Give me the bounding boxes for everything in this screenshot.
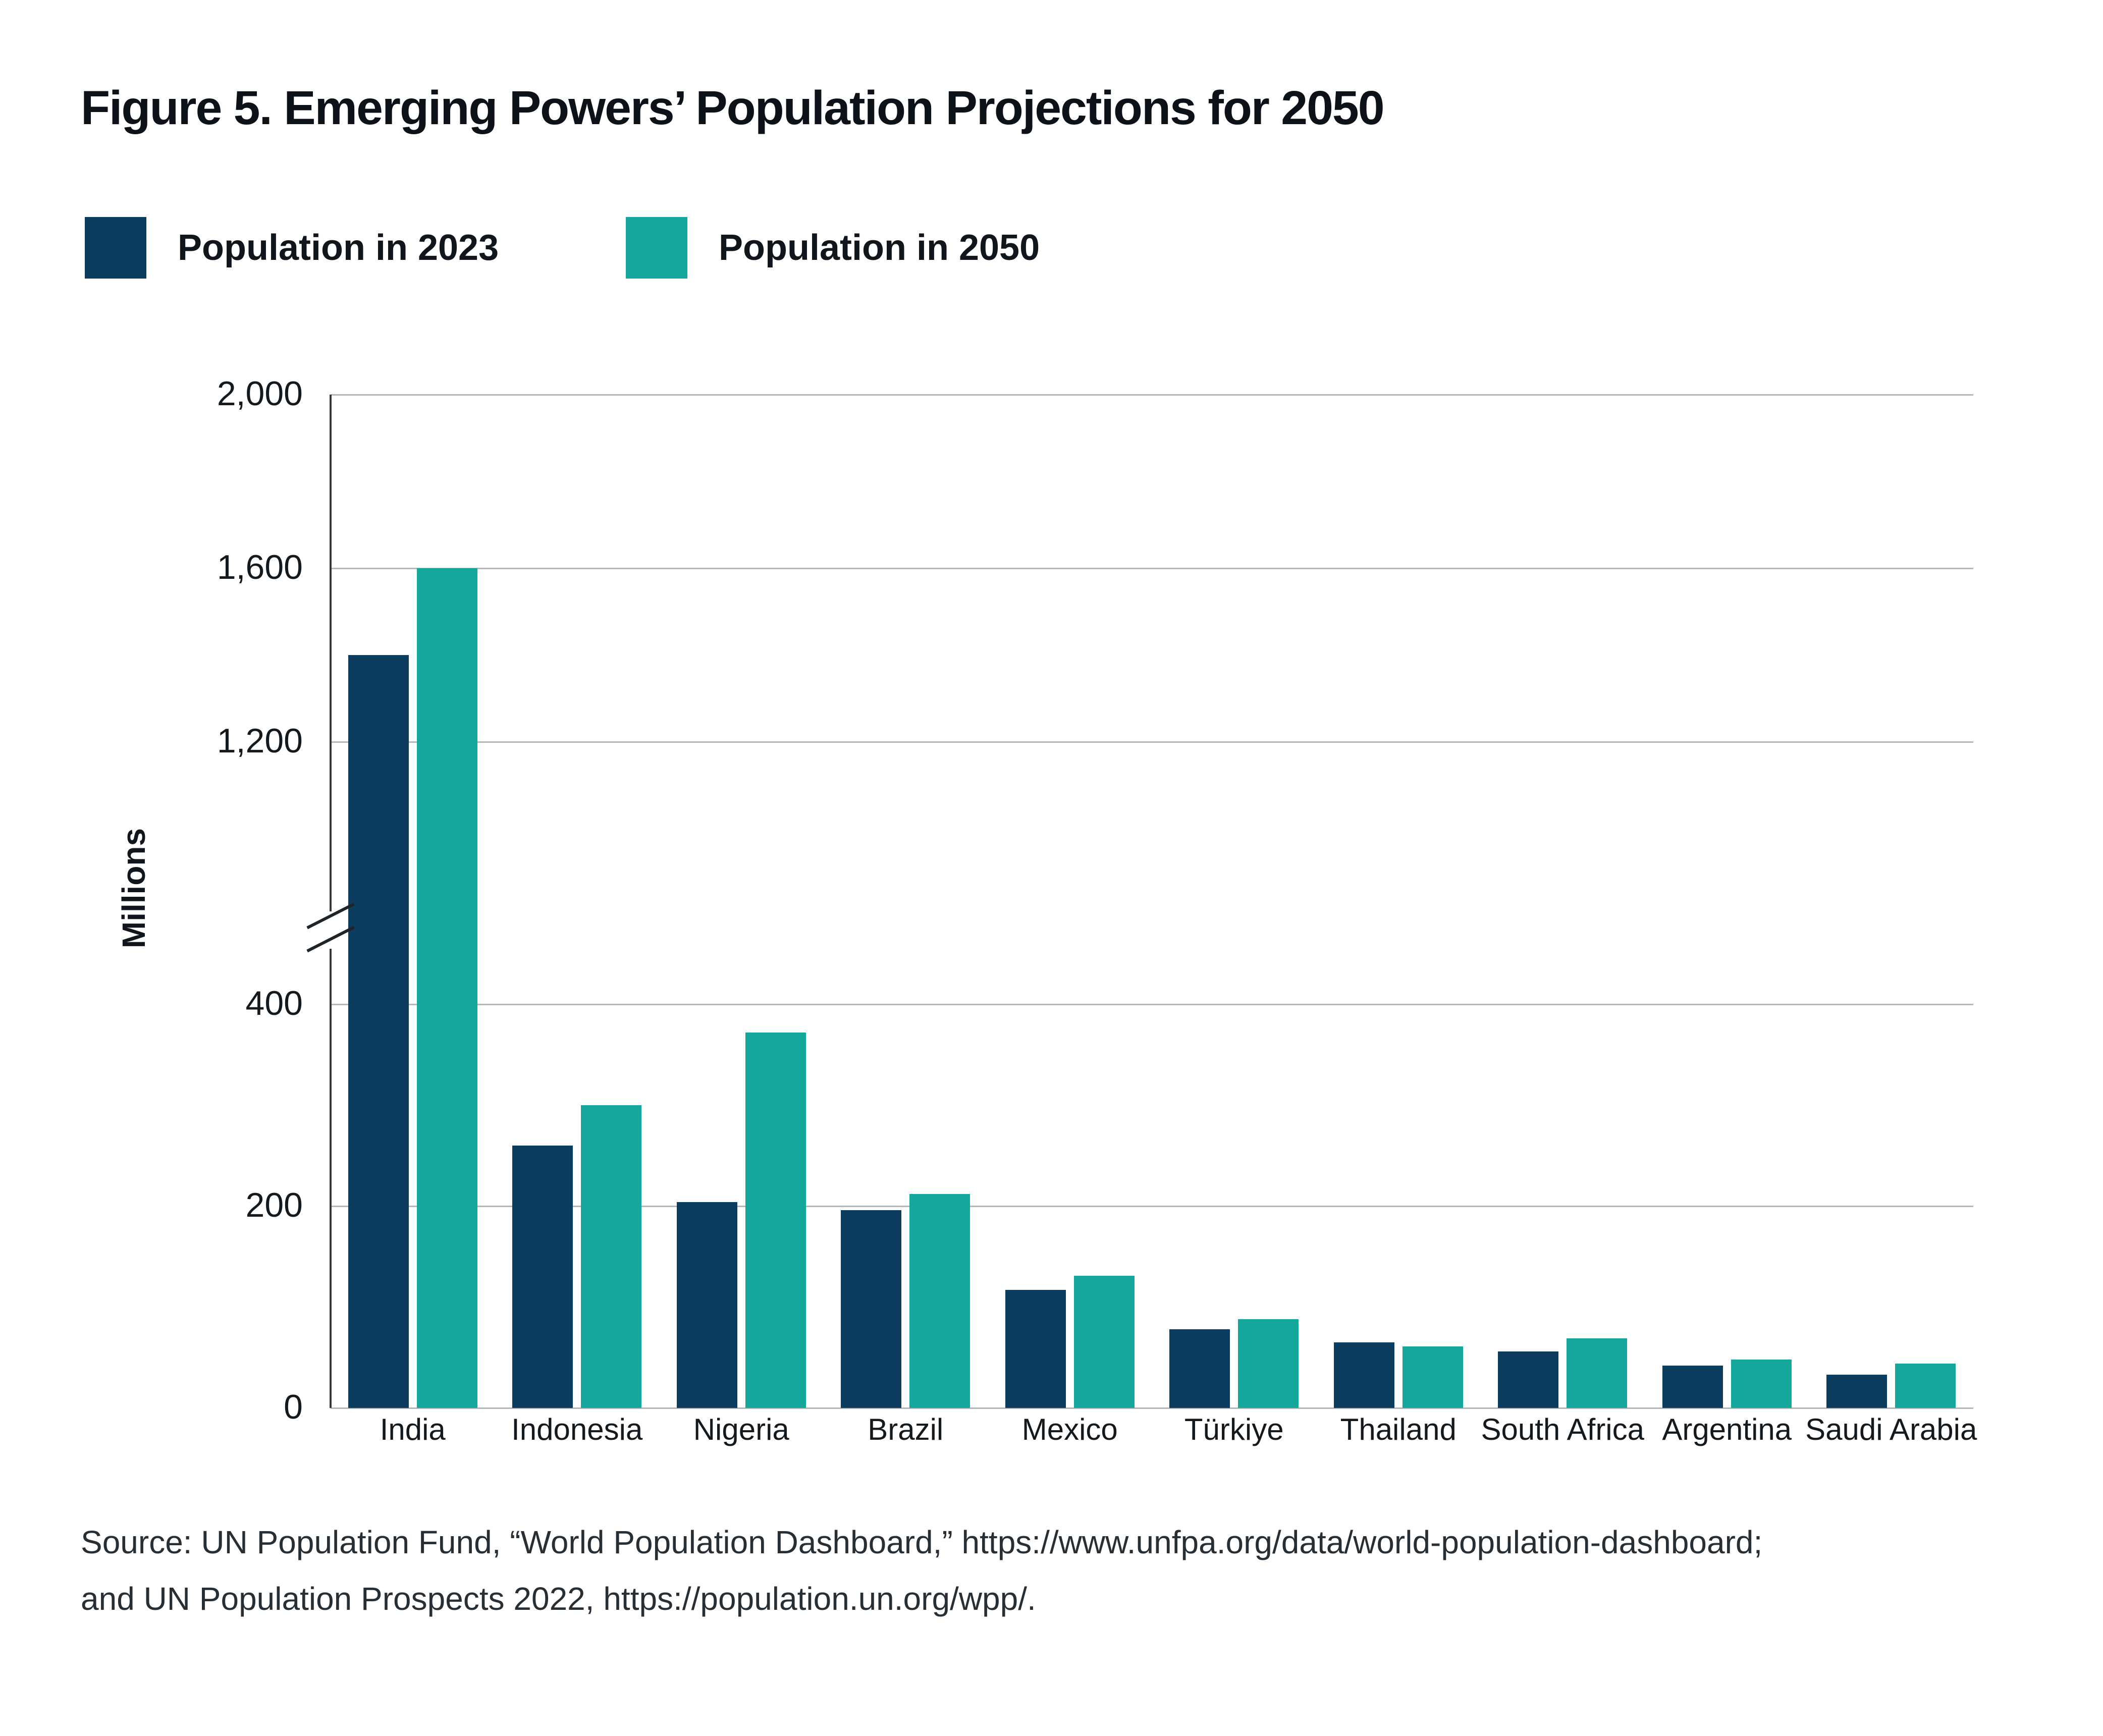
bar-türkiye-2050 [1238, 1319, 1299, 1408]
bar-brazil-2023 [841, 1210, 902, 1408]
x-axis-label: Brazil [868, 1413, 944, 1446]
x-axis-label: Indonesia [511, 1413, 643, 1446]
gridline-0 [331, 1407, 1973, 1409]
gridline-400 [331, 1004, 1973, 1005]
bar-saudi-arabia-2050 [1895, 1364, 1956, 1408]
gridline-2000 [331, 394, 1973, 396]
x-axis-label: South Africa [1481, 1413, 1645, 1446]
y-axis-title: Millions [116, 828, 152, 949]
legend-item-2050: Population in 2050 [626, 217, 1040, 279]
bar-argentina-2023 [1662, 1366, 1723, 1408]
legend-swatch-2023-icon [85, 217, 146, 279]
y-tick-label: 0 [284, 1388, 303, 1426]
bar-south-africa-2050 [1567, 1338, 1628, 1408]
bar-saudi-arabia-2023 [1826, 1375, 1888, 1408]
bar-argentina-2050 [1731, 1360, 1792, 1408]
legend-item-2023: Population in 2023 [85, 217, 499, 279]
x-axis-label: Mexico [1021, 1413, 1118, 1446]
bar-thailand-2050 [1402, 1346, 1463, 1408]
y-tick-label: 1,600 [217, 548, 303, 586]
bar-türkiye-2023 [1169, 1329, 1230, 1408]
gridline-1600 [331, 568, 1973, 569]
legend-label-2050: Population in 2050 [719, 228, 1040, 268]
y-axis-line [330, 395, 332, 1408]
x-axis-label: Türkiye [1184, 1413, 1284, 1446]
bar-india-2050 [416, 568, 477, 1408]
bar-indonesia-2023 [512, 1146, 573, 1408]
x-axis-label: Nigeria [693, 1413, 789, 1446]
source-note-line-2: and UN Population Prospects 2022, https:… [81, 1581, 1036, 1617]
bar-brazil-2050 [909, 1194, 970, 1408]
bar-mexico-2023 [1005, 1290, 1066, 1408]
bar-nigeria-2050 [745, 1033, 806, 1408]
bar-thailand-2023 [1333, 1342, 1394, 1408]
bar-india-2023 [348, 655, 409, 1408]
legend-label-2023: Population in 2023 [178, 228, 499, 268]
y-tick-label: 2,000 [217, 374, 303, 413]
x-axis-label: India [380, 1413, 446, 1446]
gridline-1200 [331, 741, 1973, 743]
figure-title: Figure 5. Emerging Powers’ Population Pr… [81, 81, 1385, 135]
y-tick-label: 1,200 [217, 722, 303, 760]
x-axis-label: Thailand [1340, 1413, 1457, 1446]
x-axis-label: Argentina [1662, 1413, 1792, 1446]
bar-south-africa-2023 [1498, 1351, 1559, 1408]
legend-swatch-2050-icon [626, 217, 687, 279]
x-axis-label: Saudi Arabia [1805, 1413, 1977, 1446]
gridline-200 [331, 1206, 1973, 1207]
bar-indonesia-2050 [581, 1105, 642, 1408]
bar-nigeria-2023 [676, 1202, 737, 1408]
source-note-line-1: Source: UN Population Fund, “World Popul… [81, 1524, 1763, 1560]
y-tick-label: 200 [245, 1186, 303, 1224]
y-tick-label: 400 [245, 984, 303, 1022]
bar-mexico-2050 [1073, 1276, 1135, 1408]
